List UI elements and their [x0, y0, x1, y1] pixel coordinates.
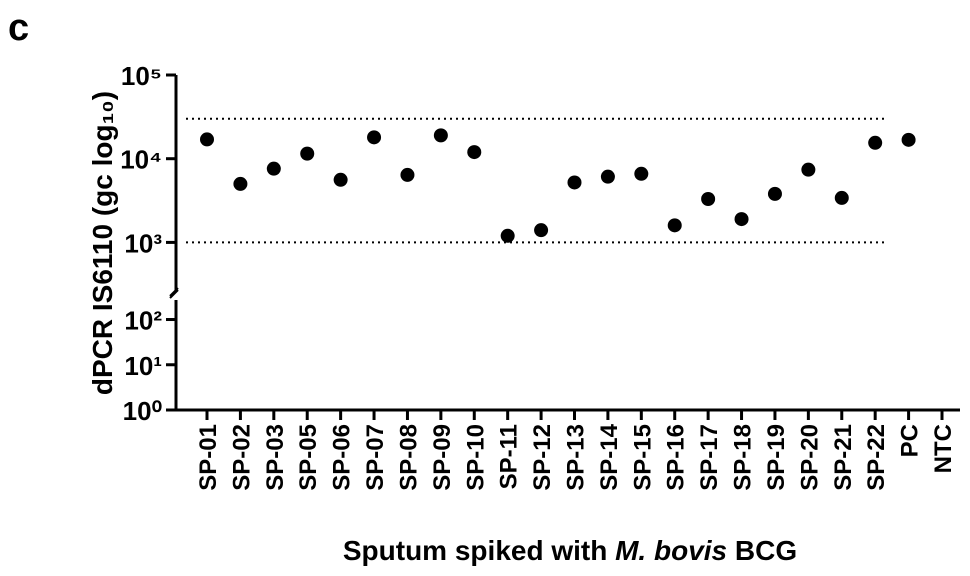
axis-break [169, 287, 179, 297]
x-tick-label: SP-19 [763, 424, 790, 491]
y-tick-label: 10³ [124, 228, 162, 258]
data-point [333, 172, 348, 187]
x-tick-label: SP-02 [228, 424, 255, 491]
data-point [567, 175, 582, 190]
y-axis-title: dPCR IS6110 (gc log₁₀) [87, 91, 118, 395]
data-point [901, 132, 916, 147]
data-point [667, 218, 682, 233]
data-point [868, 135, 883, 150]
x-tick-label: SP-10 [462, 424, 489, 491]
x-tick-label: SP-06 [329, 424, 356, 491]
panel-label: c [8, 7, 29, 49]
data-point [834, 190, 849, 205]
data-point [266, 161, 281, 176]
data-point [701, 192, 716, 207]
x-tick-label: SP-14 [596, 423, 623, 490]
data-point [467, 145, 482, 160]
x-tick-label: SP-20 [796, 424, 823, 491]
x-tick-label: SP-17 [696, 424, 723, 491]
x-tick-label: SP-13 [563, 424, 590, 491]
x-tick-label: SP-11 [496, 424, 523, 489]
data-point [300, 146, 315, 161]
x-tick-label: SP-18 [730, 424, 757, 491]
data-point [734, 212, 749, 227]
x-tick-label: SP-07 [362, 424, 389, 491]
x-tick-label: SP-15 [629, 424, 656, 491]
x-tick-label: PC [897, 424, 924, 457]
data-point [767, 186, 782, 201]
x-tick-label: SP-16 [663, 424, 690, 491]
data-point [634, 166, 649, 181]
data-point [233, 176, 248, 191]
data-point [534, 223, 549, 238]
x-tick-label: SP-03 [262, 424, 289, 491]
x-tick-label: SP-09 [429, 424, 456, 491]
x-axis-title-part: Sputum spiked with [343, 535, 615, 566]
y-tick-label: 10¹ [124, 351, 162, 381]
x-tick-label: SP-01 [195, 424, 222, 491]
data-point [500, 228, 515, 243]
x-tick-label: SP-21 [830, 424, 857, 491]
y-tick-label: 10² [124, 306, 162, 336]
x-tick-label: SP-05 [295, 424, 322, 491]
data-point [801, 162, 816, 177]
x-tick-label: SP-12 [529, 424, 556, 491]
y-tick-label: 10⁰ [123, 396, 162, 426]
x-axis-title-part: BCG [727, 535, 797, 566]
x-axis-title-part: M. bovis [615, 535, 727, 566]
data-point [433, 128, 448, 143]
y-tick-label: 10⁵ [121, 61, 162, 91]
x-tick-label: SP-22 [863, 424, 890, 491]
data-point [367, 130, 382, 145]
data-point [200, 132, 214, 147]
x-tick-label: NTC [930, 424, 957, 473]
data-point [400, 167, 415, 182]
axis-break [169, 289, 179, 299]
x-axis-title: Sputum spiked with M. bovis BCG [343, 535, 797, 566]
data-point [600, 169, 615, 184]
x-tick-label: SP-08 [395, 424, 422, 491]
y-tick-label: 10⁴ [120, 145, 162, 175]
